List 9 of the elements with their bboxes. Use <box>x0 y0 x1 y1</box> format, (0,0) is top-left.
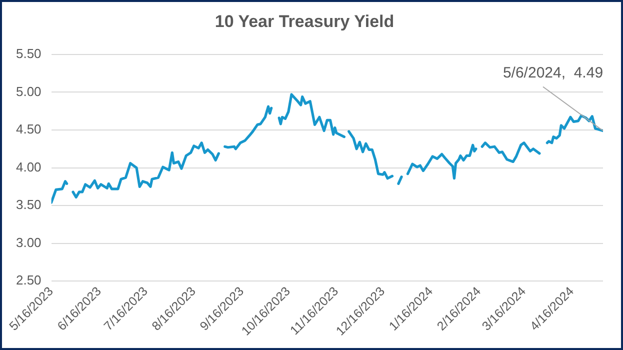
y-tick-label: 2.50 <box>16 272 42 288</box>
y-tick-label: 5.50 <box>16 46 42 61</box>
y-tick-label: 3.50 <box>16 197 42 212</box>
annotation: 5/6/2024, 4.49 <box>502 64 604 82</box>
y-tick-label: 5.00 <box>16 84 42 99</box>
y-tick-label: 3.00 <box>16 234 42 250</box>
chart-title: 10 Year Treasury Yield <box>214 12 394 31</box>
y-tick-label: 4.00 <box>16 159 42 174</box>
y-tick-label: 4.50 <box>16 122 42 137</box>
